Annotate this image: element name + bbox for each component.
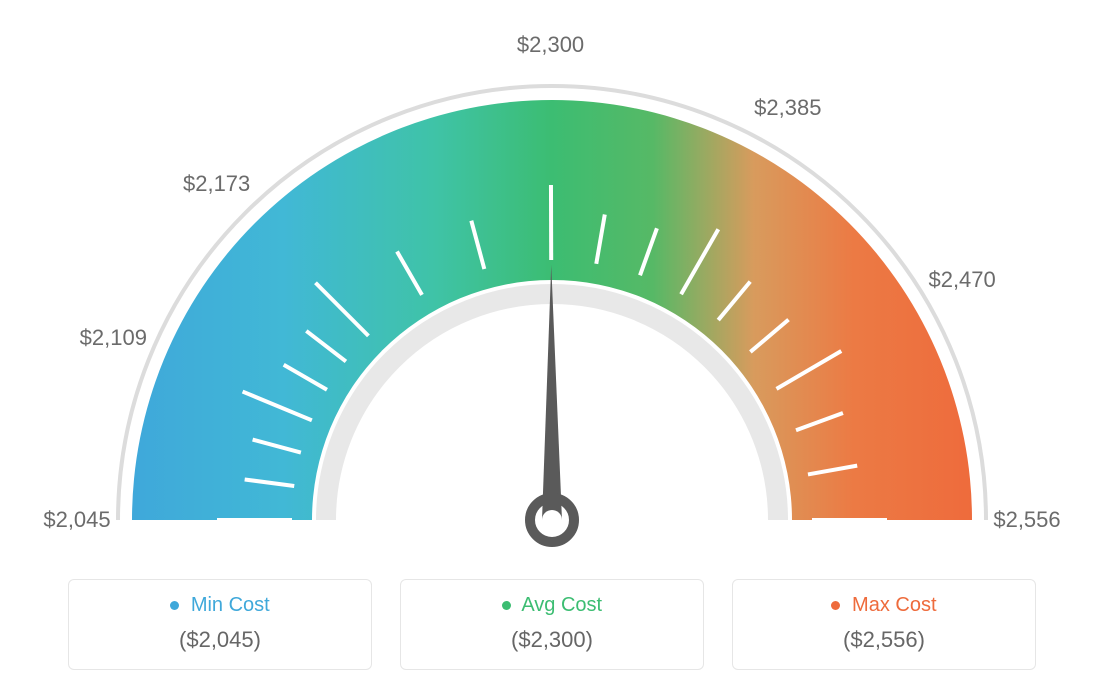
gauge-tick-label: $2,173 — [183, 171, 250, 197]
legend-title-text: Avg Cost — [521, 594, 602, 616]
legend-title-max: Max Cost — [733, 594, 1035, 617]
gauge-chart: $2,045 $2,109 $2,173 $2,300 $2,385 $2,470 $2,5… — [0, 0, 1104, 560]
legend-card-avg: Avg Cost ($2,300) — [400, 579, 704, 670]
dot-icon — [502, 601, 511, 610]
gauge-tick-label: $2,556 — [993, 507, 1060, 533]
gauge-tick-label: $2,109 — [80, 325, 147, 351]
legend-title-avg: Avg Cost — [401, 594, 703, 617]
legend-row: Min Cost ($2,045) Avg Cost ($2,300) Max … — [68, 579, 1036, 670]
gauge-tick-label: $2,470 — [928, 267, 995, 293]
legend-card-min: Min Cost ($2,045) — [68, 579, 372, 670]
legend-value-max: ($2,556) — [733, 627, 1035, 653]
legend-title-text: Min Cost — [191, 594, 270, 616]
legend-card-max: Max Cost ($2,556) — [732, 579, 1036, 670]
legend-value-avg: ($2,300) — [401, 627, 703, 653]
legend-title-min: Min Cost — [69, 594, 371, 617]
legend-title-text: Max Cost — [852, 594, 936, 616]
dot-icon — [170, 601, 179, 610]
legend-value-min: ($2,045) — [69, 627, 371, 653]
gauge-tick-label: $2,385 — [754, 95, 821, 121]
gauge-tick-label: $2,045 — [43, 507, 110, 533]
gauge-tick-label: $2,300 — [517, 32, 584, 58]
dot-icon — [831, 601, 840, 610]
